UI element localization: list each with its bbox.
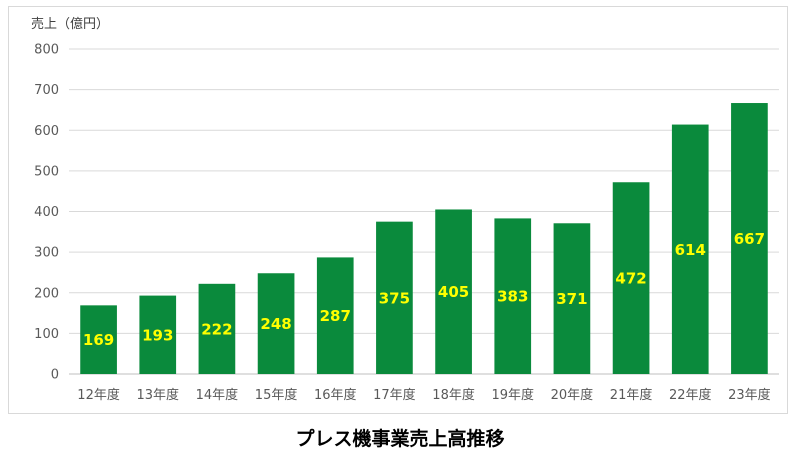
y-tick-label: 0 (51, 368, 59, 383)
x-category-label: 15年度 (255, 387, 298, 403)
bar-value-label: 375 (379, 289, 410, 307)
bar-value-label: 667 (734, 230, 765, 248)
bar-value-label: 472 (615, 270, 646, 288)
bar-18年度 (435, 209, 472, 374)
x-category-label: 16年度 (314, 387, 357, 403)
y-tick-label: 600 (34, 124, 59, 139)
y-tick-label: 400 (34, 205, 59, 220)
bar-value-label: 287 (320, 307, 351, 325)
x-category-label: 20年度 (551, 387, 594, 403)
x-category-label: 21年度 (610, 387, 653, 403)
bar-16年度 (316, 257, 354, 374)
y-tick-label: 100 (34, 327, 59, 342)
bar-value-label: 405 (438, 283, 469, 301)
y-tick-label: 500 (34, 164, 59, 179)
bar-value-label: 371 (556, 290, 587, 308)
x-category-label: 14年度 (196, 387, 239, 403)
x-category-label: 22年度 (669, 387, 712, 403)
bar-value-label: 169 (83, 331, 114, 349)
bar-19年度 (494, 218, 532, 374)
bar-23年度 (731, 103, 768, 374)
bar-12年度 (80, 305, 117, 374)
y-tick-label: 700 (34, 83, 59, 98)
bar-14年度 (198, 283, 236, 374)
bar-17年度 (376, 221, 413, 374)
x-category-label: 19年度 (491, 387, 534, 403)
bar-value-label: 248 (260, 315, 291, 333)
x-category-label: 23年度 (728, 387, 771, 403)
bar-13年度 (139, 295, 177, 374)
bar-value-label: 193 (142, 326, 173, 344)
bar-20年度 (553, 223, 591, 374)
bar-value-label: 383 (497, 288, 528, 306)
chart-caption: プレス機事業売上高推移 (295, 428, 505, 450)
bar-value-label: 614 (675, 241, 706, 259)
x-category-label: 12年度 (77, 387, 120, 403)
bar-15年度 (257, 273, 295, 374)
x-category-label: 13年度 (136, 387, 179, 403)
x-category-label: 18年度 (432, 387, 475, 403)
chart-frame: 売上（億円） 0 100 200 300 400 500 600 700 800 169 12年度… (8, 6, 788, 414)
bar-21年度 (612, 182, 650, 374)
bar-value-label: 222 (201, 320, 232, 338)
bar-chart: 売上（億円） 0 100 200 300 400 500 600 700 800 169 12年度… (31, 16, 779, 403)
x-category-label: 17年度 (373, 387, 416, 403)
y-axis-unit-label: 売上（億円） (31, 16, 109, 32)
y-tick-label: 800 (34, 43, 59, 58)
y-tick-label: 200 (34, 286, 59, 301)
y-tick-label: 300 (34, 246, 59, 261)
bar-22年度 (671, 124, 709, 374)
